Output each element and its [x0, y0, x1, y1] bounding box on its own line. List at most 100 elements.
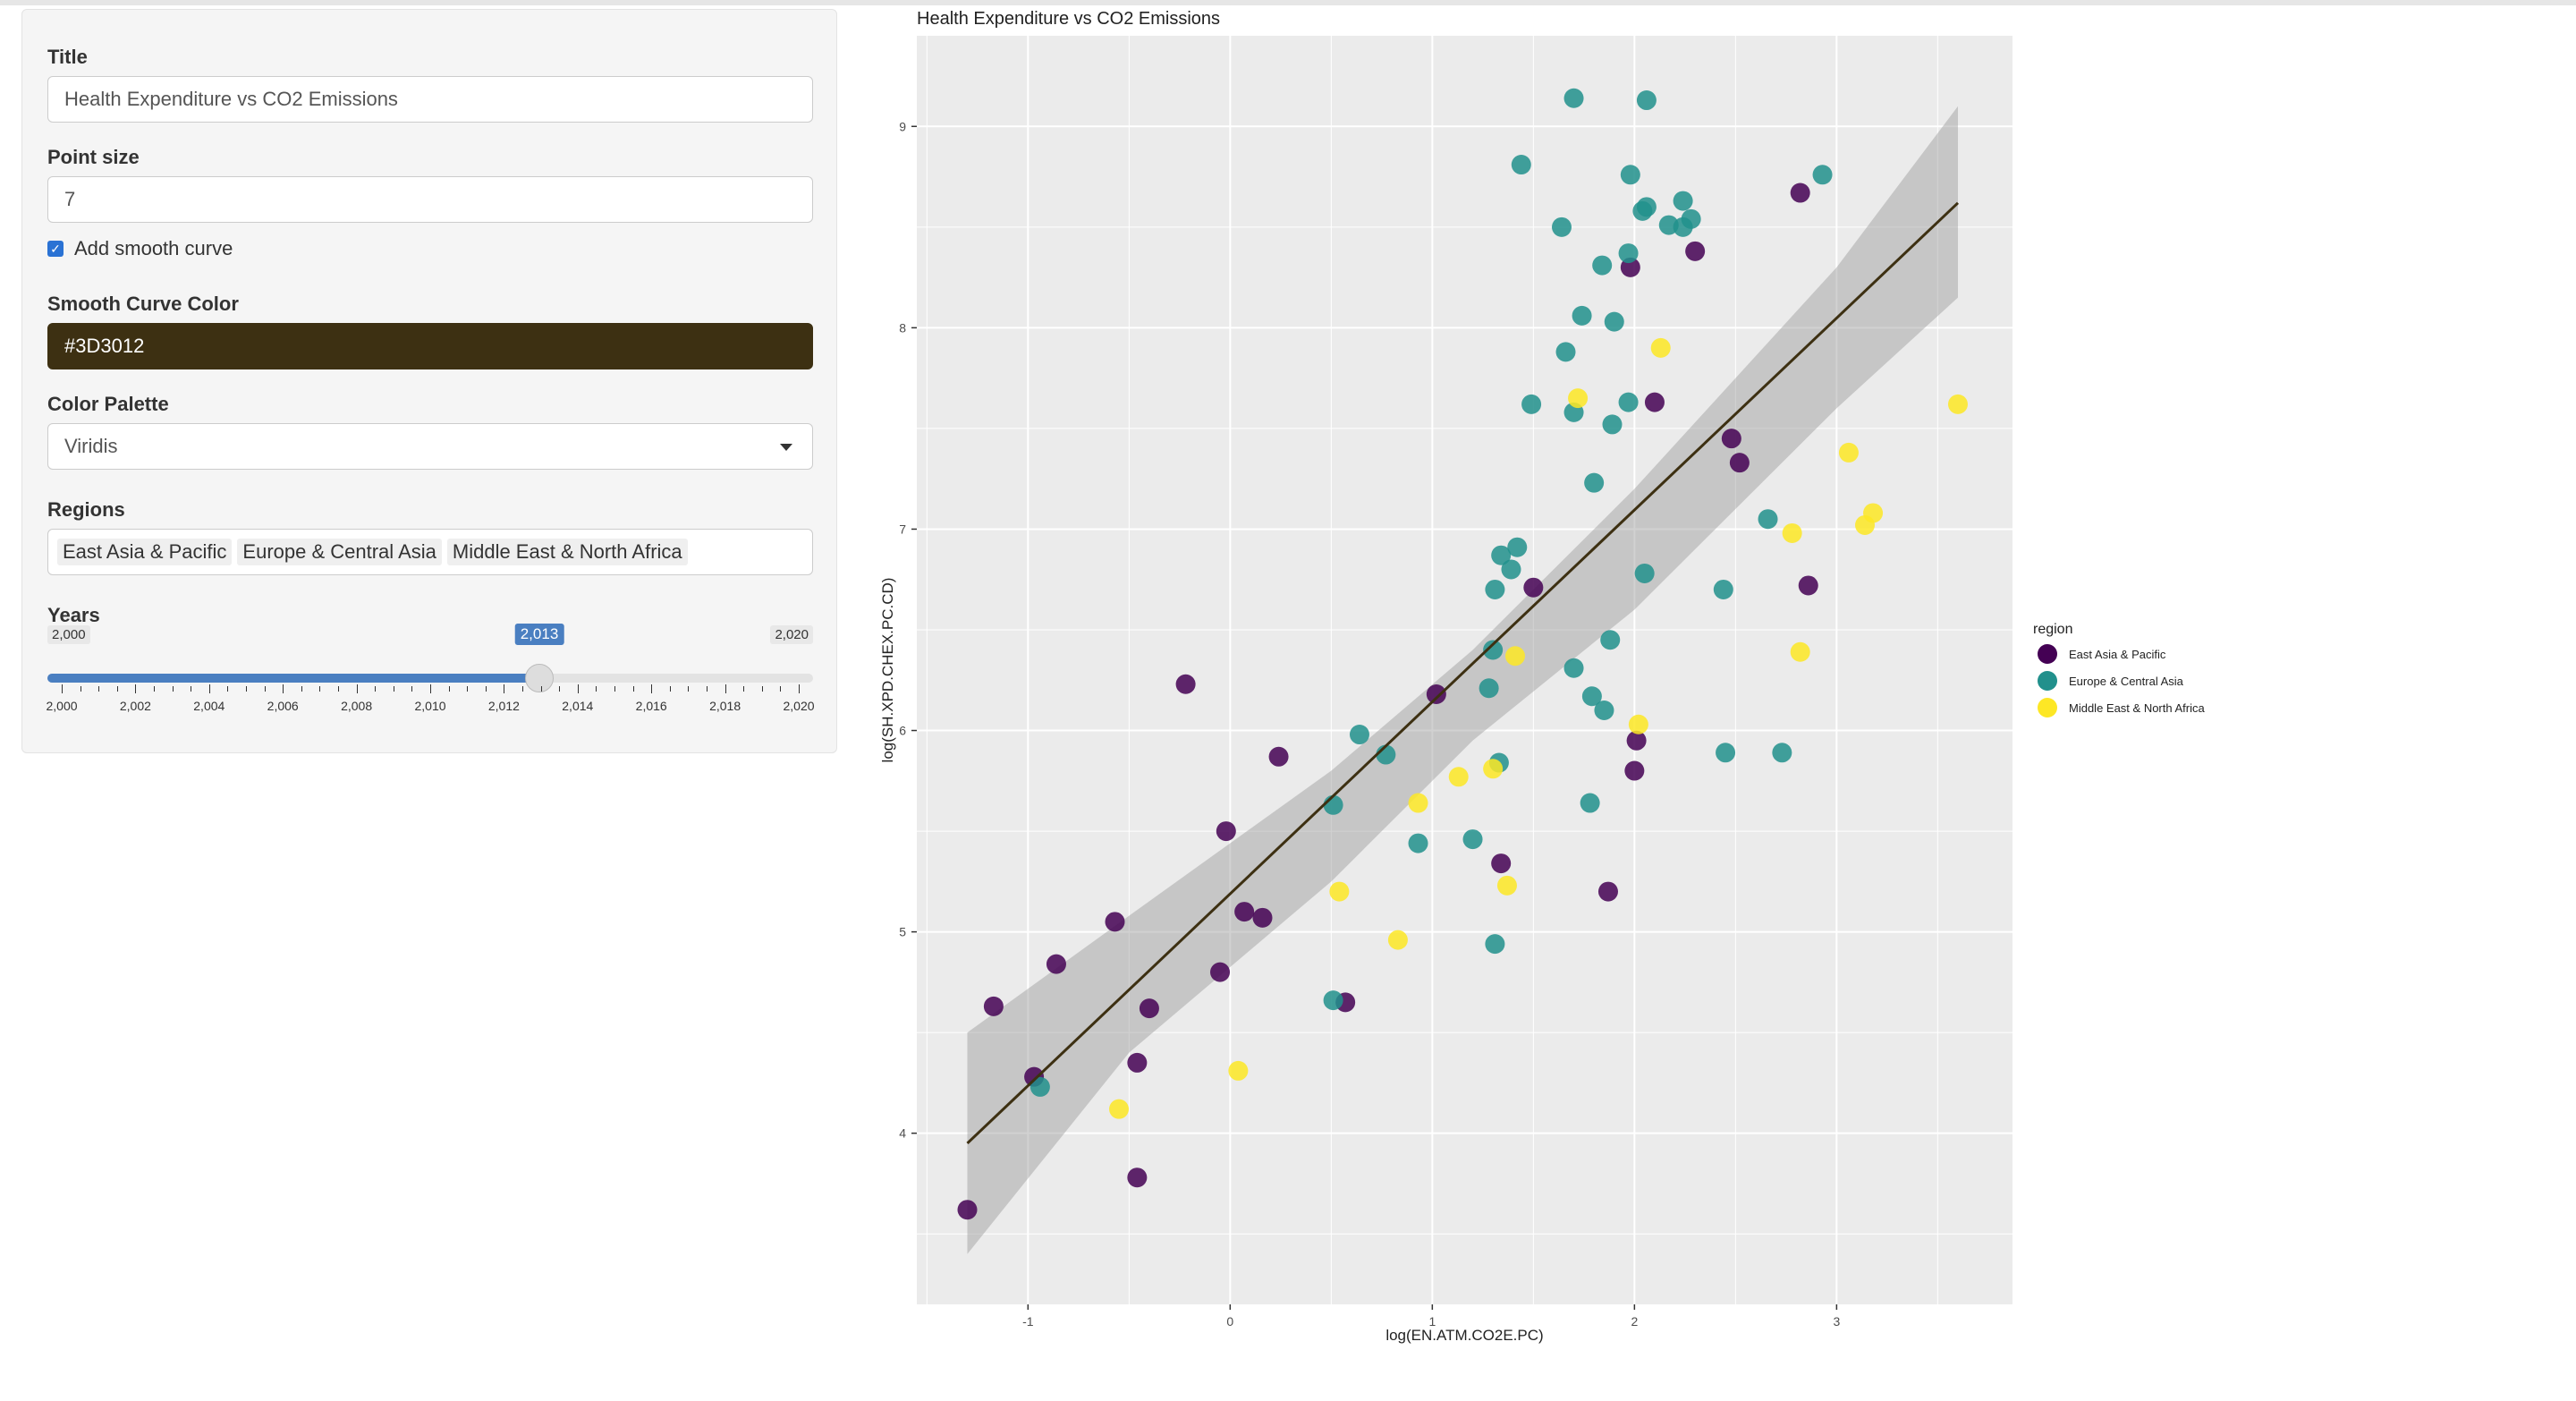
- slider-minor-tick: [743, 686, 745, 692]
- data-point: [1758, 509, 1778, 530]
- slider-tick-label: 2,012: [487, 699, 520, 713]
- data-point: [1555, 342, 1576, 362]
- top-border: [0, 0, 2576, 5]
- data-point: [1604, 311, 1624, 332]
- data-point: [1491, 853, 1512, 874]
- data-point: [1491, 545, 1512, 565]
- slider-minor-tick: [356, 684, 358, 693]
- curve-color-input[interactable]: #3D3012: [47, 323, 813, 369]
- data-point: [1505, 646, 1526, 667]
- slider-minor-tick: [135, 684, 137, 693]
- data-point: [1551, 217, 1572, 237]
- data-point: [1210, 962, 1231, 982]
- data-point: [1139, 998, 1159, 1019]
- data-point: [1812, 165, 1833, 185]
- data-point: [1624, 760, 1645, 781]
- slider-minor-tick: [669, 686, 671, 692]
- data-point: [1572, 305, 1592, 326]
- data-point: [1626, 730, 1647, 751]
- slider-minor-tick: [62, 684, 63, 693]
- slider-tick-label: 2,020: [783, 699, 815, 713]
- palette-value: Viridis: [64, 435, 118, 457]
- slider-minor-tick: [264, 686, 266, 692]
- legend-key: [2038, 644, 2057, 664]
- data-point: [1863, 503, 1884, 523]
- data-point: [1216, 821, 1236, 842]
- slider-minor-tick: [116, 686, 118, 692]
- title-input[interactable]: Health Expenditure vs CO2 Emissions: [47, 76, 813, 123]
- data-point: [1496, 875, 1517, 896]
- slider-tick-label: 2,018: [709, 699, 741, 713]
- y-tick-label: 9: [899, 119, 906, 133]
- data-point: [1947, 394, 1968, 414]
- slider-minor-tick: [596, 686, 597, 692]
- slider-minor-tick: [559, 686, 561, 692]
- data-point: [1716, 743, 1736, 763]
- smooth-curve-label: Add smooth curve: [74, 237, 233, 259]
- x-tick-label: 3: [1833, 1314, 1840, 1329]
- data-point: [1349, 725, 1369, 745]
- sidebar-panel: Title Health Expenditure vs CO2 Emission…: [21, 9, 837, 753]
- data-point: [1462, 829, 1483, 850]
- slider-minor-tick: [467, 686, 469, 692]
- palette-select[interactable]: Viridis: [47, 423, 813, 470]
- regions-select[interactable]: East Asia & Pacific Europe & Central Asia…: [47, 529, 813, 575]
- years-slider[interactable]: 2,000 2,020 2,013 2,000 2,002 2,004 2,006 2,…: [46, 624, 815, 724]
- region-tag[interactable]: Europe & Central Asia: [237, 539, 442, 565]
- data-point: [1600, 630, 1621, 650]
- data-point: [1685, 241, 1706, 261]
- slider-minor-tick: [80, 686, 81, 692]
- slider-minor-tick: [707, 686, 708, 692]
- data-point: [1521, 394, 1542, 414]
- data-point: [1387, 930, 1408, 950]
- slider-minor-tick: [485, 686, 487, 692]
- smooth-curve-checkbox[interactable]: ✓: [47, 241, 64, 257]
- data-point: [1618, 392, 1639, 412]
- data-point: [1713, 579, 1733, 599]
- y-tick-label: 5: [899, 925, 906, 939]
- legend-label: Middle East & North Africa: [2069, 701, 2205, 715]
- slider-tick-label: 2,008: [341, 699, 373, 713]
- point-size-label: Point size: [47, 146, 140, 168]
- legend-label: East Asia & Pacific: [2069, 648, 2166, 661]
- regions-label: Regions: [47, 498, 125, 521]
- x-tick-label: 2: [1631, 1314, 1638, 1329]
- region-tag[interactable]: East Asia & Pacific: [57, 539, 233, 565]
- legend-title: region: [2033, 622, 2072, 637]
- data-point: [1790, 183, 1810, 203]
- data-point: [1772, 743, 1792, 763]
- slider-tick-label: 2,010: [414, 699, 446, 713]
- data-point: [1228, 1060, 1249, 1081]
- slider-minor-tick: [154, 686, 155, 692]
- x-axis-label: log(EN.ATM.CO2E.PC): [1385, 1327, 1543, 1344]
- data-point: [1838, 442, 1859, 463]
- smooth-curve-row[interactable]: ✓ Add smooth curve: [47, 237, 233, 260]
- slider-handle[interactable]: [525, 664, 554, 692]
- slider-minor-tick: [411, 686, 413, 692]
- data-point: [1602, 414, 1623, 435]
- data-point: [1501, 559, 1521, 580]
- legend-key: [2038, 671, 2057, 691]
- slider-minor-tick: [430, 684, 431, 693]
- data-point: [1618, 243, 1639, 264]
- region-tag[interactable]: Middle East & North Africa: [446, 539, 688, 565]
- data-point: [1584, 472, 1605, 493]
- y-tick-label: 7: [899, 522, 906, 536]
- slider-tick-label: 2,002: [119, 699, 151, 713]
- data-point: [1252, 907, 1273, 928]
- slider-minor-tick: [632, 686, 634, 692]
- data-point: [957, 1200, 978, 1220]
- data-point: [1729, 453, 1750, 473]
- dropdown-arrow-icon: [780, 444, 792, 451]
- data-point: [1234, 902, 1255, 922]
- y-tick-label: 6: [899, 724, 906, 738]
- data-point: [1563, 658, 1584, 678]
- point-size-input[interactable]: 7: [47, 176, 813, 223]
- data-point: [1485, 934, 1505, 955]
- slider-minor-tick: [577, 684, 579, 693]
- data-point: [1592, 255, 1613, 276]
- palette-label: Color Palette: [47, 393, 169, 415]
- slider-minor-tick: [227, 686, 229, 692]
- data-point: [1426, 684, 1446, 705]
- data-point: [1479, 678, 1499, 699]
